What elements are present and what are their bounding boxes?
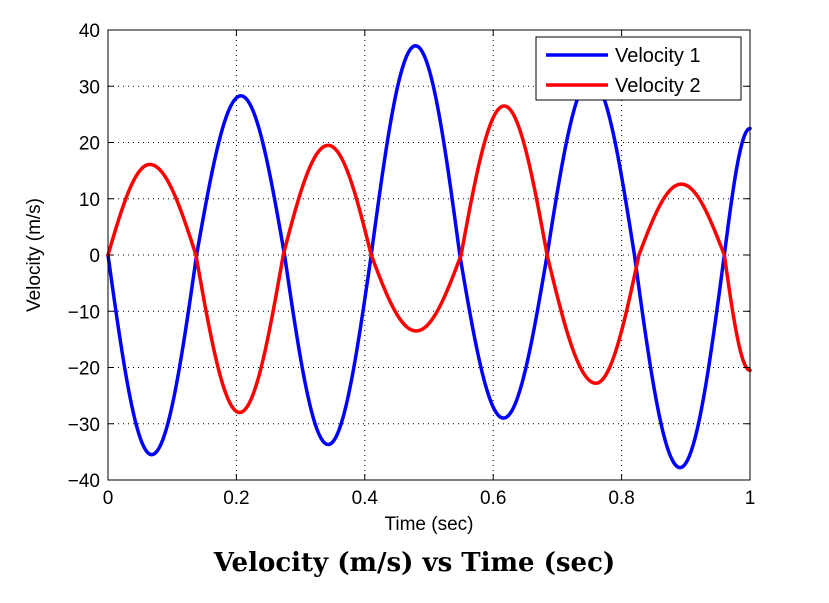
y-tick-label: −20 <box>68 359 100 380</box>
figure-caption: Velocity (m/s) vs Time (sec) <box>213 548 616 578</box>
x-tick-label: 0 <box>103 488 114 509</box>
velocity-chart: 0 0.2 0.4 0.6 0.8 1 −40 −30 −20 −10 0 10 20 30 40 Time… <box>24 21 756 535</box>
x-tick-label: 1 <box>745 488 756 509</box>
y-tick-label: 0 <box>89 246 100 267</box>
legend-box <box>535 36 742 101</box>
y-tick-label: −10 <box>68 302 100 323</box>
y-tick-label: 10 <box>79 190 100 211</box>
legend: Velocity 1 Velocity 2 <box>535 36 742 101</box>
x-tick-label: 0.8 <box>608 488 634 509</box>
legend-label-velocity-2: Velocity 2 <box>615 75 701 97</box>
x-tick-label: 0.2 <box>223 488 249 509</box>
y-tick-label: 20 <box>79 134 100 155</box>
y-axis-label: Velocity (m/s) <box>24 198 45 312</box>
series-line-velocity-2 <box>106 104 752 415</box>
legend-label-velocity-1: Velocity 1 <box>615 45 701 67</box>
series-line-velocity-1 <box>106 44 752 470</box>
x-tick-label: 0.6 <box>480 488 506 509</box>
series-lines <box>106 44 752 470</box>
x-tick-label: 0.4 <box>352 488 379 509</box>
y-tick-label: −40 <box>68 471 100 492</box>
x-axis-label: Time (sec) <box>384 514 473 535</box>
axis-ticks: 0 0.2 0.4 0.6 0.8 1 −40 −30 −20 −10 0 10 20 30 40 <box>68 21 756 509</box>
y-tick-label: 30 <box>79 77 100 98</box>
y-tick-label: 40 <box>79 21 100 42</box>
y-tick-label: −30 <box>68 415 100 436</box>
